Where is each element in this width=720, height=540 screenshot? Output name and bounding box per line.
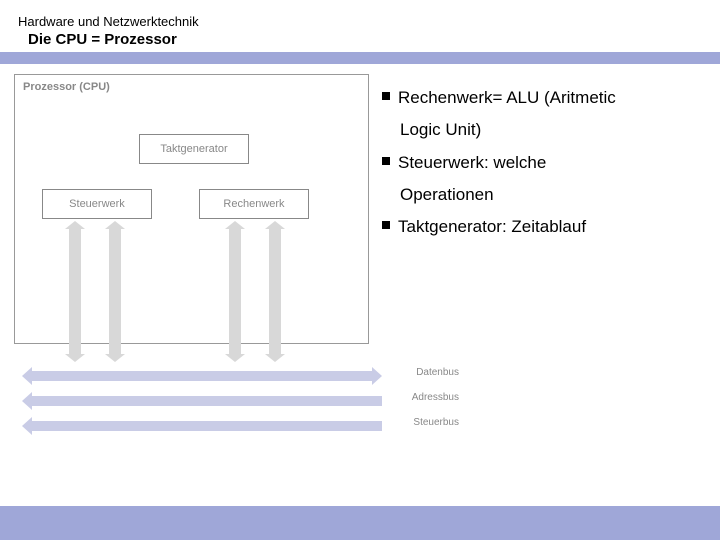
node-taktgenerator: Taktgenerator [139, 134, 249, 164]
bullet-text: Taktgenerator: Zeitablauf [398, 217, 586, 236]
node-steuerwerk: Steuerwerk [42, 189, 152, 219]
bullet-list: Rechenwerk= ALU (Aritmetic Logic Unit) S… [394, 74, 720, 444]
node-rechenwerk: Rechenwerk [199, 189, 309, 219]
arrow-rechen-down-1 [229, 229, 241, 354]
bullet-text: Steuerwerk: welche [398, 153, 546, 172]
node-label: Steuerwerk [69, 198, 125, 210]
bullet-rechenwerk: Rechenwerk= ALU (Aritmetic [394, 82, 720, 114]
node-label: Rechenwerk [223, 198, 284, 210]
bus-label-steuerbus: Steuerbus [399, 417, 459, 428]
arrow-steuer-down-2 [109, 229, 121, 354]
bullet-marker-icon [382, 92, 390, 100]
node-label: Taktgenerator [160, 143, 227, 155]
bus-datenbus [32, 371, 372, 381]
slide-header: Hardware und Netzwerktechnik Die CPU = P… [0, 0, 720, 52]
bullet-text: Rechenwerk= ALU (Aritmetic [398, 88, 616, 107]
header-subtitle: Hardware und Netzwerktechnik [18, 14, 720, 29]
content-area: Prozessor (CPU) Taktgenerator Steuerwerk… [0, 64, 720, 444]
arrow-steuer-down-1 [69, 229, 81, 354]
bullet-steuerwerk-cont: Operationen [394, 179, 720, 211]
bus-steuerbus [32, 421, 382, 431]
cpu-label: Prozessor (CPU) [23, 81, 110, 93]
bullet-taktgenerator: Taktgenerator: Zeitablauf [394, 211, 720, 243]
header-title: Die CPU = Prozessor [18, 29, 720, 52]
footer-bar [0, 506, 720, 540]
bus-label-datenbus: Datenbus [399, 367, 459, 378]
divider-bar [0, 52, 720, 64]
bullet-marker-icon [382, 157, 390, 165]
bullet-steuerwerk: Steuerwerk: welche [394, 147, 720, 179]
bus-label-adressbus: Adressbus [399, 392, 459, 403]
bullet-marker-icon [382, 221, 390, 229]
bus-adressbus [32, 396, 382, 406]
arrow-rechen-down-2 [269, 229, 281, 354]
bullet-rechenwerk-cont: Logic Unit) [394, 114, 720, 146]
cpu-diagram: Prozessor (CPU) Taktgenerator Steuerwerk… [14, 74, 394, 444]
